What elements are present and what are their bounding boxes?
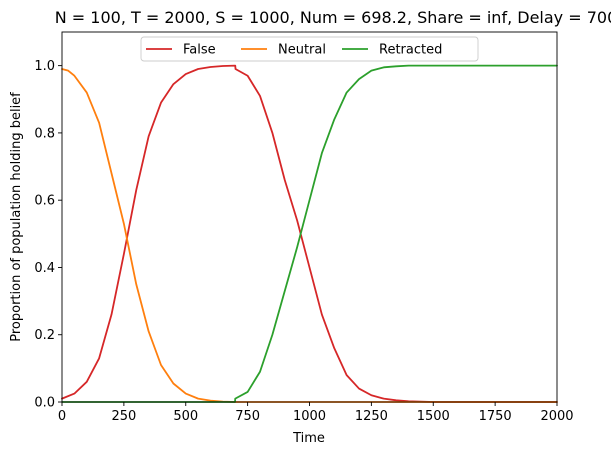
legend-label-neutral: Neutral [278,43,326,58]
axis-ticks: 0 250 500 750 1000 1250 1500 1750 2000 0.0 0.2 0.4 0… [34,31,574,424]
axes-frame [61,31,558,403]
y-tick-label: 0.2 [34,328,55,343]
legend-label-false: False [183,43,216,58]
plot-area [61,64,558,403]
series-line-false [61,64,558,403]
y-axis-label: Proportion of population holding belief [9,92,24,342]
x-tick-label: 0 [58,409,66,424]
x-tick-label: 750 [235,409,260,424]
x-tick-label: 1750 [479,409,512,424]
legend-box [140,36,479,62]
legend: False Neutral Retracted [140,36,479,62]
y-tick-label: 0.4 [34,261,55,276]
y-tick-label: 0.0 [34,396,55,411]
y-tick-label: 0.6 [34,194,55,209]
y-tick-label: 0.8 [34,126,55,141]
legend-label-retracted: Retracted [379,43,442,58]
x-tick-label: 250 [111,409,136,424]
x-tick-label: 1250 [355,409,388,424]
y-tick-label: 1.0 [34,59,55,74]
x-tick-label: 500 [173,409,198,424]
x-tick-label: 1500 [417,409,450,424]
x-tick-label: 1000 [293,409,326,424]
x-axis-label: Time [292,431,325,446]
series-line-neutral [61,68,558,403]
x-tick-label: 2000 [540,409,573,424]
series-line-retracted [61,64,558,403]
chart-title: N = 100, T = 2000, S = 1000, Num = 698.2… [55,8,611,27]
